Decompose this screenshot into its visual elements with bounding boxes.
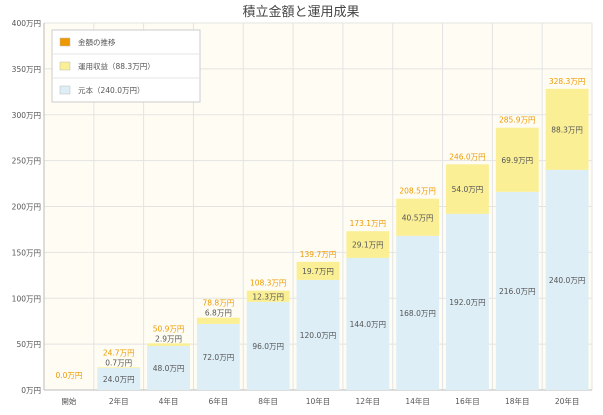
bar-principal-label: 216.0万円: [499, 287, 535, 296]
bar-total-label: 108.3万円: [250, 279, 286, 288]
bar-principal-label: 144.0万円: [350, 320, 386, 329]
x-tick-label: 10年目: [306, 396, 331, 406]
bar-gain: [296, 261, 340, 280]
legend-entry-label: 金額の推移: [78, 37, 116, 47]
bar-total-label: 173.1万円: [350, 219, 386, 228]
legend-entry-label: 運用収益（88.3万円）: [78, 61, 155, 71]
bar-gain: [246, 290, 290, 302]
bar-gain: [495, 127, 539, 192]
bar-principal-label: 96.0万円: [252, 342, 284, 351]
bar-gain: [396, 198, 440, 236]
bar-principal-label: 48.0万円: [153, 364, 185, 373]
bar-total-label: 328.3万円: [549, 77, 585, 86]
bar-total-label: 24.7万円: [103, 348, 135, 357]
bar-principal-label: 24.0万円: [103, 375, 135, 384]
bar-gain: [346, 231, 390, 258]
bar-principal-label: 72.0万円: [203, 353, 235, 362]
bar-total-label: 246.0万円: [449, 152, 485, 161]
x-tick-label: 4年目: [159, 396, 179, 406]
bar-gain-label: 40.5万円: [402, 213, 434, 222]
bar-gain-label: 88.3万円: [551, 125, 583, 134]
legend-swatch-gain: [59, 61, 71, 71]
bar-principal: [147, 345, 190, 390]
y-tick-label: 300万円: [12, 111, 41, 120]
chart-title: 積立金額と運用成果: [242, 4, 359, 20]
bar-total-label: 208.5万円: [399, 187, 435, 196]
x-tick-label: 16年目: [455, 396, 480, 406]
x-tick-label: 20年目: [555, 396, 580, 406]
y-tick-label: 200万円: [12, 203, 41, 212]
y-tick-label: 400万円: [12, 19, 41, 28]
y-tick-label: 150万円: [12, 248, 41, 257]
bar-total-label: 285.9万円: [499, 116, 535, 125]
y-tick-label: 250万円: [12, 157, 41, 166]
x-tick-label: 14年目: [405, 396, 430, 406]
y-tick-label: 100万円: [12, 294, 41, 303]
bar-total-label: 78.8万円: [203, 299, 235, 308]
bar-gain: [196, 317, 240, 324]
bar-gain-label: 19.7万円: [302, 267, 334, 276]
bar-principal-label: 168.0万円: [399, 309, 435, 318]
bar-gain-label: 2.9万円: [155, 334, 182, 343]
y-tick-label: 50万円: [16, 340, 41, 349]
bar-gain-label: 6.8万円: [205, 309, 232, 318]
bar-total-label: 139.7万円: [300, 250, 336, 259]
x-tick-label: 開始: [61, 396, 76, 406]
bar-gain-label: 69.9万円: [501, 156, 533, 165]
bar-principal: [196, 323, 240, 390]
bar-principal: [296, 279, 340, 390]
bar-gain-label: 0.7万円: [105, 358, 132, 367]
x-tick-label: 18年目: [505, 396, 530, 406]
bar-principal: [346, 257, 390, 390]
bar-total-label: 50.9万円: [153, 324, 185, 333]
bar-principal: [545, 169, 589, 390]
legend-entry-label: 元本（240.0万円）: [78, 85, 144, 95]
bar-principal-label: 240.0万円: [549, 276, 585, 285]
x-tick-label: 12年目: [356, 396, 381, 406]
bar-gain-label: 29.1万円: [352, 241, 384, 250]
bar-principal-label: 120.0万円: [300, 331, 336, 340]
x-tick-label: 6年目: [208, 396, 228, 406]
bar-principal: [446, 213, 489, 390]
bar-gain-label: 54.0万円: [452, 185, 484, 194]
y-tick-label: 350万円: [12, 65, 41, 74]
bar-gain: [446, 164, 489, 214]
legend-swatch-total: [59, 37, 71, 47]
legend-swatch-principal: [59, 85, 71, 95]
bar-principal: [495, 191, 539, 390]
bar-gain: [97, 367, 141, 368]
bar-principal-label: 192.0万円: [449, 298, 485, 307]
bar-gain: [545, 88, 589, 170]
bar-total-label: 0.0万円: [55, 371, 82, 380]
legend-box: [51, 29, 201, 103]
bar-principal: [246, 301, 290, 390]
y-tick-label: 0万円: [21, 386, 41, 395]
x-tick-label: 8年目: [258, 396, 278, 406]
bar-gain-label: 12.3万円: [252, 292, 284, 301]
bar-gain: [147, 343, 190, 346]
bar-principal: [97, 367, 141, 390]
bar-principal: [396, 235, 440, 390]
x-tick-label: 2年目: [109, 396, 129, 406]
